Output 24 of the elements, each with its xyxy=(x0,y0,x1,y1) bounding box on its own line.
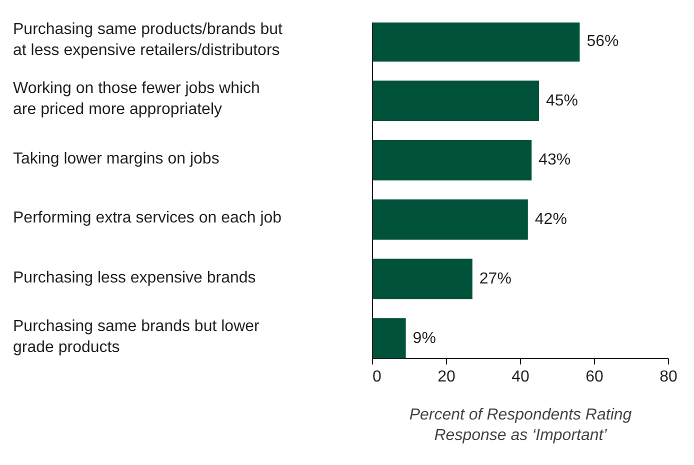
bar xyxy=(372,140,532,180)
bar xyxy=(372,318,406,358)
data-label: 42% xyxy=(534,211,567,228)
y-tick-label: Purchasing same brands but lower grade products xyxy=(13,317,260,358)
x-tick-label: 20 xyxy=(438,368,456,386)
data-label: 45% xyxy=(546,92,578,110)
bar xyxy=(372,199,528,240)
bar xyxy=(372,80,539,122)
data-label: 43% xyxy=(538,152,571,169)
data-label: 9% xyxy=(412,330,436,347)
y-tick-label: Working on those fewer jobs which are priced more appropriately xyxy=(13,80,260,120)
data-label: 27% xyxy=(479,270,512,288)
bar xyxy=(372,22,580,62)
bar xyxy=(372,258,472,300)
x-tick-label: 60 xyxy=(586,368,604,386)
y-tick-label: Purchasing less expensive brands xyxy=(13,268,256,288)
x-tick-label: 40 xyxy=(512,368,530,386)
data-label: 56% xyxy=(586,32,619,50)
x-axis-title: Percent of Respondents Rating Response as ‘Important’ xyxy=(409,406,632,444)
x-tick-label: 80 xyxy=(660,368,678,386)
x-tick-label: 0 xyxy=(372,368,382,386)
y-tick-label: Purchasing same products/brands but at less expensive retailers/distributors xyxy=(13,20,282,61)
y-tick-label: Performing extra services on each job xyxy=(13,208,282,229)
y-tick-label: Taking lower margins on jobs xyxy=(13,149,220,170)
